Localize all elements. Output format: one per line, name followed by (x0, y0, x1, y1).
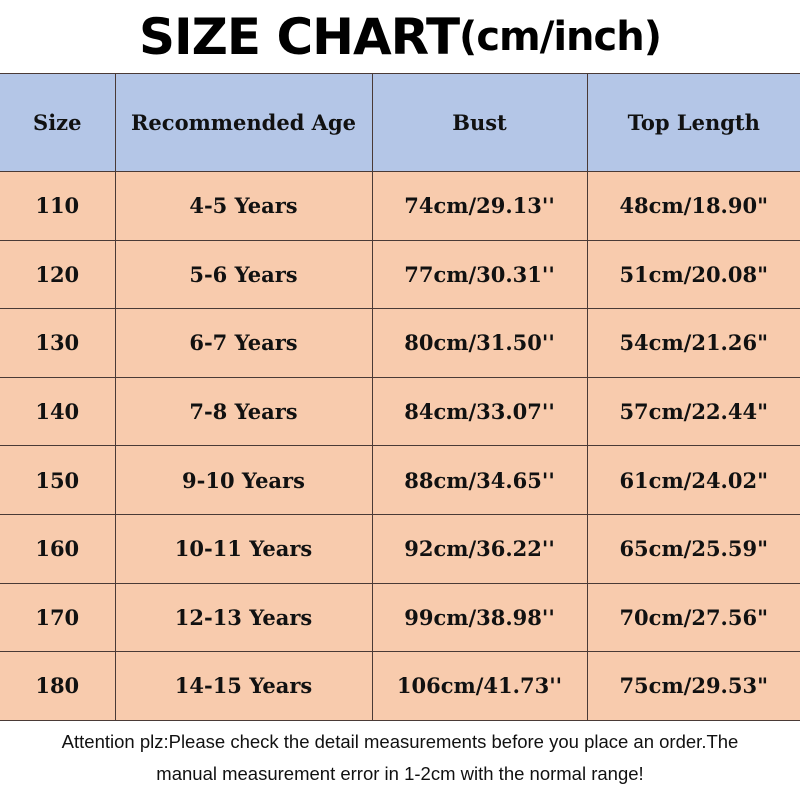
table-row: 170 12-13 Years 99cm/38.98'' 70cm/27.56" (0, 582, 800, 653)
cell-size: 120 (0, 239, 116, 310)
cell-bust: 92cm/36.22'' (371, 513, 588, 584)
header-size: Size (0, 73, 116, 172)
header-row: Size Recommended Age Bust Top Length (0, 73, 800, 172)
cell-size: 110 (0, 171, 116, 241)
cell-age: 4-5 Years (114, 171, 373, 241)
cell-bust: 99cm/38.98'' (371, 582, 588, 653)
table-row: 180 14-15 Years 106cm/41.73'' 75cm/29.53… (0, 651, 800, 721)
size-chart-table: Size Recommended Age Bust Top Length 110… (0, 73, 800, 721)
cell-top-length: 65cm/25.59" (586, 513, 800, 584)
table-row: 120 5-6 Years 77cm/30.31'' 51cm/20.08" (0, 239, 800, 310)
cell-size: 150 (0, 445, 116, 515)
cell-top-length: 57cm/22.44" (586, 376, 800, 447)
cell-top-length: 61cm/24.02" (586, 445, 800, 515)
page-title: SIZE CHART (cm/inch) (0, 0, 800, 74)
cell-bust: 106cm/41.73'' (371, 651, 588, 721)
cell-size: 160 (0, 513, 116, 584)
cell-bust: 84cm/33.07'' (371, 376, 588, 447)
table-row: 150 9-10 Years 88cm/34.65'' 61cm/24.02" (0, 445, 800, 515)
cell-age: 7-8 Years (114, 376, 373, 447)
cell-size: 140 (0, 376, 116, 447)
cell-size: 180 (0, 651, 116, 721)
cell-bust: 77cm/30.31'' (371, 239, 588, 310)
table-row: 130 6-7 Years 80cm/31.50'' 54cm/21.26" (0, 308, 800, 378)
attention-note: Attention plz:Please check the detail me… (0, 726, 800, 790)
cell-age: 12-13 Years (114, 582, 373, 653)
cell-bust: 88cm/34.65'' (371, 445, 588, 515)
title-main: SIZE CHART (139, 8, 460, 66)
cell-top-length: 70cm/27.56" (586, 582, 800, 653)
note-line-1: Attention plz:Please check the detail me… (61, 731, 739, 752)
cell-age: 10-11 Years (114, 513, 373, 584)
cell-bust: 80cm/31.50'' (371, 308, 588, 378)
cell-age: 9-10 Years (114, 445, 373, 515)
cell-top-length: 48cm/18.90" (586, 171, 800, 241)
table-row: 140 7-8 Years 84cm/33.07'' 57cm/22.44" (0, 376, 800, 447)
cell-age: 6-7 Years (114, 308, 373, 378)
cell-top-length: 75cm/29.53" (586, 651, 800, 721)
note-line-2: manual measurement error in 1-2cm with t… (156, 763, 644, 784)
cell-top-length: 54cm/21.26" (586, 308, 800, 378)
cell-size: 130 (0, 308, 116, 378)
title-unit: (cm/inch) (459, 14, 662, 60)
header-top-length: Top Length (586, 73, 800, 172)
table-row: 160 10-11 Years 92cm/36.22'' 65cm/25.59" (0, 513, 800, 584)
header-recommended-age: Recommended Age (114, 73, 373, 172)
cell-age: 14-15 Years (114, 651, 373, 721)
header-bust: Bust (371, 73, 588, 172)
cell-top-length: 51cm/20.08" (586, 239, 800, 310)
cell-size: 170 (0, 582, 116, 653)
cell-age: 5-6 Years (114, 239, 373, 310)
table-row: 110 4-5 Years 74cm/29.13'' 48cm/18.90" (0, 171, 800, 241)
cell-bust: 74cm/29.13'' (371, 171, 588, 241)
